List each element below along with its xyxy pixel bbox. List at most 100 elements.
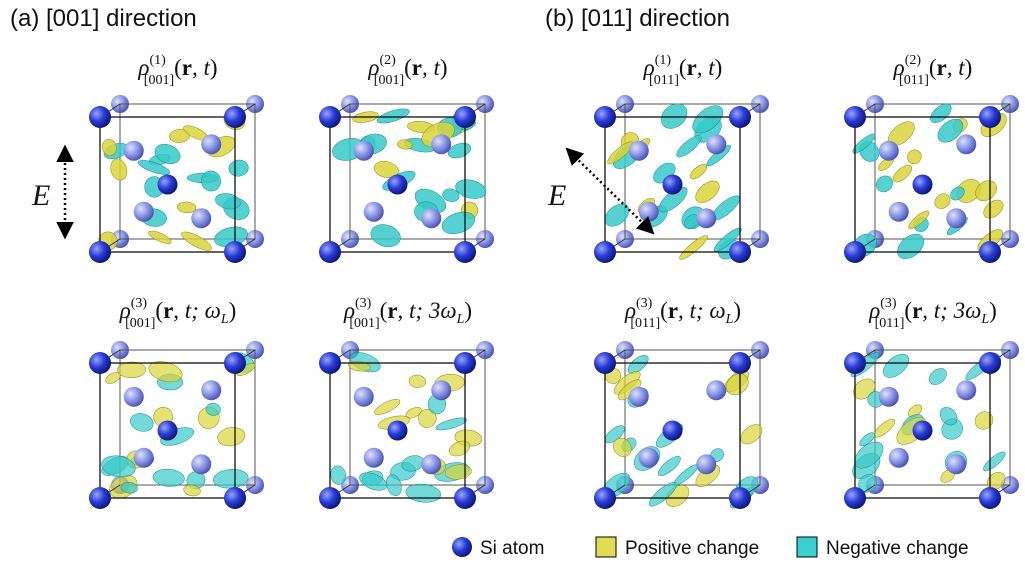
positive-blob [892, 165, 912, 183]
label-part: r [687, 55, 697, 80]
label-part: ) [229, 298, 237, 323]
atom [123, 140, 144, 161]
atom [454, 487, 476, 509]
panel-label: ρ(3) [011](r, t; 3ωL) [868, 296, 997, 331]
cube-edge [624, 349, 761, 486]
panel-label: ρ(1) [001](r, t) [137, 53, 217, 88]
cube-edge [329, 116, 466, 253]
label-part: (3) [880, 296, 897, 311]
atom [201, 134, 222, 155]
positive-blob [183, 484, 201, 497]
label-part: [011] [899, 73, 929, 88]
cube-edge [99, 116, 236, 253]
negative-blob [376, 108, 410, 124]
positive-blob [408, 374, 426, 389]
negative-blob [692, 105, 724, 134]
atom [157, 420, 178, 441]
negative-blob [658, 186, 688, 213]
negative-blob [660, 103, 688, 129]
atom [89, 241, 111, 263]
label-part: ρ [868, 298, 880, 323]
cube-edge [874, 349, 1011, 486]
negative-blob [859, 432, 875, 447]
negative-blob [852, 133, 876, 154]
label-part: ( [660, 298, 668, 323]
label-part: L [980, 312, 989, 327]
negative-blob [386, 474, 402, 497]
atom [729, 106, 751, 128]
atom [946, 208, 967, 229]
label-part: ) [210, 55, 218, 80]
negative-blob [939, 406, 958, 426]
atom [628, 386, 649, 407]
positive-blob [934, 193, 951, 209]
positive-blob [613, 437, 632, 457]
negative-blob [370, 224, 401, 248]
atom [696, 208, 717, 229]
negative-blob [930, 103, 952, 124]
atom [878, 386, 899, 407]
cube-edge [349, 103, 486, 240]
atom [878, 140, 899, 161]
label-part: ) [733, 298, 741, 323]
cube-edge [119, 349, 256, 486]
negative-blob [435, 417, 468, 431]
atom [421, 454, 442, 475]
legend-label: Positive change [625, 538, 759, 559]
label-part: r [163, 298, 173, 323]
label-part: [001] [144, 73, 174, 88]
label-part: ρ [367, 55, 379, 80]
atom [844, 106, 866, 128]
label-part: r [412, 55, 422, 80]
cube [319, 95, 494, 263]
atom [454, 106, 476, 128]
atom [319, 352, 341, 374]
negative-blob [929, 368, 947, 385]
cube-edge [604, 362, 741, 499]
positive-blob [148, 230, 172, 244]
atom [956, 134, 977, 155]
negative-blob [101, 455, 136, 478]
atom [594, 487, 616, 509]
negative-blob [657, 456, 681, 477]
label-part: [011] [649, 73, 679, 88]
cube [844, 341, 1019, 509]
atom [912, 420, 933, 441]
atom [594, 106, 616, 128]
positive-blob [679, 235, 708, 260]
panel-label: ρ(3) [001](r, t; ωL) [119, 296, 237, 331]
positive-blob [110, 158, 128, 181]
label-part: L [220, 312, 229, 327]
label-part: , t; ω [173, 298, 221, 323]
label-part: L [456, 312, 465, 327]
positive-blob [689, 164, 708, 180]
atom [946, 454, 967, 475]
atom [979, 487, 1001, 509]
atom [979, 241, 1001, 263]
positive-blob [726, 373, 749, 396]
positive-blob [102, 139, 117, 156]
label-part: (3) [636, 296, 653, 311]
cube [319, 341, 494, 509]
atom [956, 380, 977, 401]
atom [912, 174, 933, 195]
negative-blob [441, 211, 476, 235]
atom [133, 201, 154, 222]
atom [431, 134, 452, 155]
label-part: L [725, 312, 734, 327]
atom [729, 241, 751, 263]
positive-blob [373, 161, 399, 179]
label-part: , t [947, 55, 966, 80]
atom [224, 106, 246, 128]
atom [594, 241, 616, 263]
panel-label: ρ(2) [011](r, t) [893, 53, 973, 88]
negative-blob [950, 186, 965, 201]
positive-blob [176, 201, 197, 214]
label-part: ρ [893, 55, 905, 80]
label-part: , t [422, 55, 441, 80]
cube-edge [854, 362, 991, 499]
label-part: (1) [149, 53, 166, 68]
label-part: r [912, 298, 922, 323]
negative-blob [854, 441, 884, 469]
